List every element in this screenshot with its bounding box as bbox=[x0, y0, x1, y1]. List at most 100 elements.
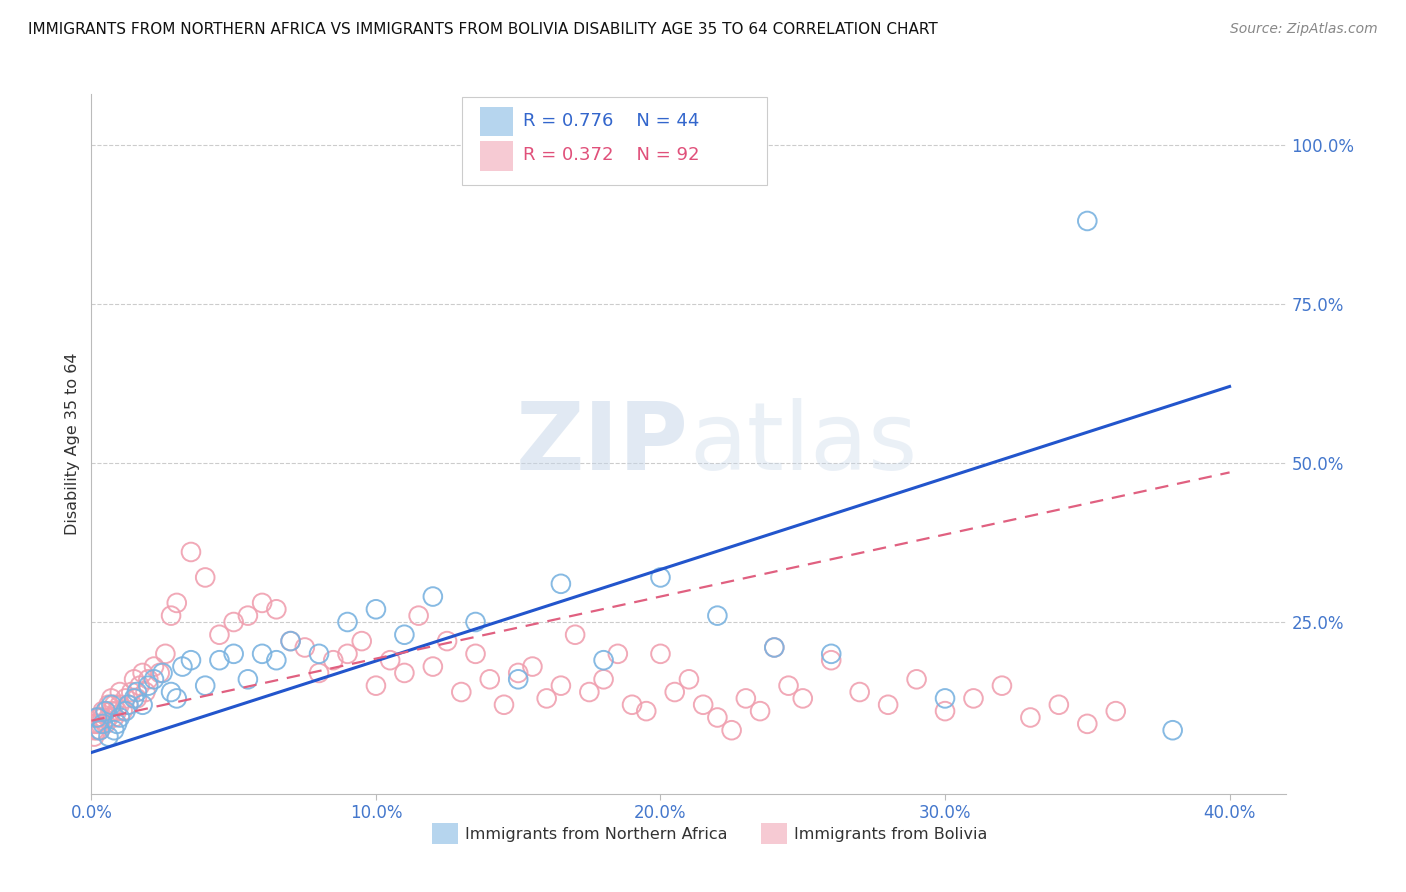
Point bbox=[166, 691, 188, 706]
Point bbox=[408, 608, 430, 623]
Point bbox=[105, 717, 128, 731]
Point bbox=[208, 628, 231, 642]
Point bbox=[962, 691, 984, 706]
Point bbox=[136, 679, 159, 693]
Point bbox=[1076, 717, 1098, 731]
Text: Immigrants from Northern Africa: Immigrants from Northern Africa bbox=[465, 827, 728, 842]
Point bbox=[650, 647, 672, 661]
Point bbox=[108, 710, 131, 724]
Point bbox=[122, 673, 145, 687]
Point bbox=[91, 704, 114, 718]
Text: ZIP: ZIP bbox=[516, 398, 689, 490]
Point bbox=[125, 685, 148, 699]
Point bbox=[152, 665, 174, 680]
Point bbox=[143, 659, 166, 673]
Point bbox=[636, 704, 658, 718]
Point bbox=[97, 730, 120, 744]
Point bbox=[308, 647, 330, 661]
Point bbox=[114, 691, 136, 706]
Point bbox=[706, 710, 728, 724]
Point bbox=[778, 679, 800, 693]
Point bbox=[91, 717, 114, 731]
Point bbox=[100, 691, 122, 706]
Point bbox=[934, 691, 956, 706]
Point bbox=[322, 653, 344, 667]
Point bbox=[222, 647, 245, 661]
Text: R = 0.776    N = 44: R = 0.776 N = 44 bbox=[523, 112, 699, 130]
Point bbox=[592, 673, 614, 687]
Text: Immigrants from Bolivia: Immigrants from Bolivia bbox=[794, 827, 987, 842]
Point bbox=[621, 698, 644, 712]
Point bbox=[820, 647, 842, 661]
Point bbox=[89, 717, 111, 731]
FancyBboxPatch shape bbox=[479, 107, 513, 136]
Point bbox=[134, 685, 156, 699]
Point bbox=[131, 665, 153, 680]
Point bbox=[550, 576, 572, 591]
Point bbox=[664, 685, 686, 699]
Point bbox=[877, 698, 900, 712]
Point bbox=[280, 634, 302, 648]
Point bbox=[131, 698, 153, 712]
Point bbox=[105, 704, 128, 718]
Point bbox=[100, 704, 122, 718]
Point bbox=[848, 685, 870, 699]
Point bbox=[172, 659, 194, 673]
Point bbox=[94, 704, 117, 718]
Point bbox=[336, 647, 359, 661]
Point bbox=[125, 691, 148, 706]
Point bbox=[763, 640, 786, 655]
Point bbox=[250, 647, 273, 661]
Point bbox=[464, 647, 486, 661]
Point bbox=[650, 570, 672, 584]
Point bbox=[564, 628, 586, 642]
Text: Source: ZipAtlas.com: Source: ZipAtlas.com bbox=[1230, 22, 1378, 37]
Point bbox=[143, 673, 166, 687]
Point bbox=[166, 596, 188, 610]
Point bbox=[720, 723, 742, 738]
Point bbox=[160, 608, 183, 623]
Point bbox=[180, 545, 202, 559]
Point bbox=[280, 634, 302, 648]
Point bbox=[706, 608, 728, 623]
Point bbox=[350, 634, 373, 648]
Point bbox=[422, 590, 444, 604]
Y-axis label: Disability Age 35 to 64: Disability Age 35 to 64 bbox=[65, 352, 80, 535]
Point bbox=[89, 710, 111, 724]
Point bbox=[606, 647, 628, 661]
Point bbox=[86, 723, 108, 738]
Point bbox=[108, 698, 131, 712]
Point bbox=[464, 615, 486, 629]
Point bbox=[1076, 214, 1098, 228]
Text: atlas: atlas bbox=[689, 398, 917, 490]
Point bbox=[103, 723, 125, 738]
Text: IMMIGRANTS FROM NORTHERN AFRICA VS IMMIGRANTS FROM BOLIVIA DISABILITY AGE 35 TO : IMMIGRANTS FROM NORTHERN AFRICA VS IMMIG… bbox=[28, 22, 938, 37]
Point bbox=[111, 704, 134, 718]
Point bbox=[266, 602, 288, 616]
Point bbox=[266, 653, 288, 667]
Point bbox=[734, 691, 756, 706]
Point bbox=[436, 634, 458, 648]
Point bbox=[100, 698, 122, 712]
Point bbox=[336, 615, 359, 629]
Point bbox=[792, 691, 814, 706]
Point bbox=[117, 698, 139, 712]
Point bbox=[122, 691, 145, 706]
Point bbox=[89, 723, 111, 738]
Point bbox=[478, 673, 501, 687]
Point bbox=[136, 673, 159, 687]
Point bbox=[236, 608, 259, 623]
Point bbox=[522, 659, 544, 673]
Point bbox=[364, 679, 387, 693]
Point bbox=[97, 698, 120, 712]
Point bbox=[678, 673, 700, 687]
Text: R = 0.372    N = 92: R = 0.372 N = 92 bbox=[523, 146, 699, 164]
Point bbox=[155, 647, 177, 661]
Point bbox=[1019, 710, 1042, 724]
Point bbox=[86, 710, 108, 724]
Point bbox=[83, 717, 105, 731]
Point bbox=[180, 653, 202, 667]
Point bbox=[492, 698, 515, 712]
Point bbox=[236, 673, 259, 687]
Point bbox=[550, 679, 572, 693]
